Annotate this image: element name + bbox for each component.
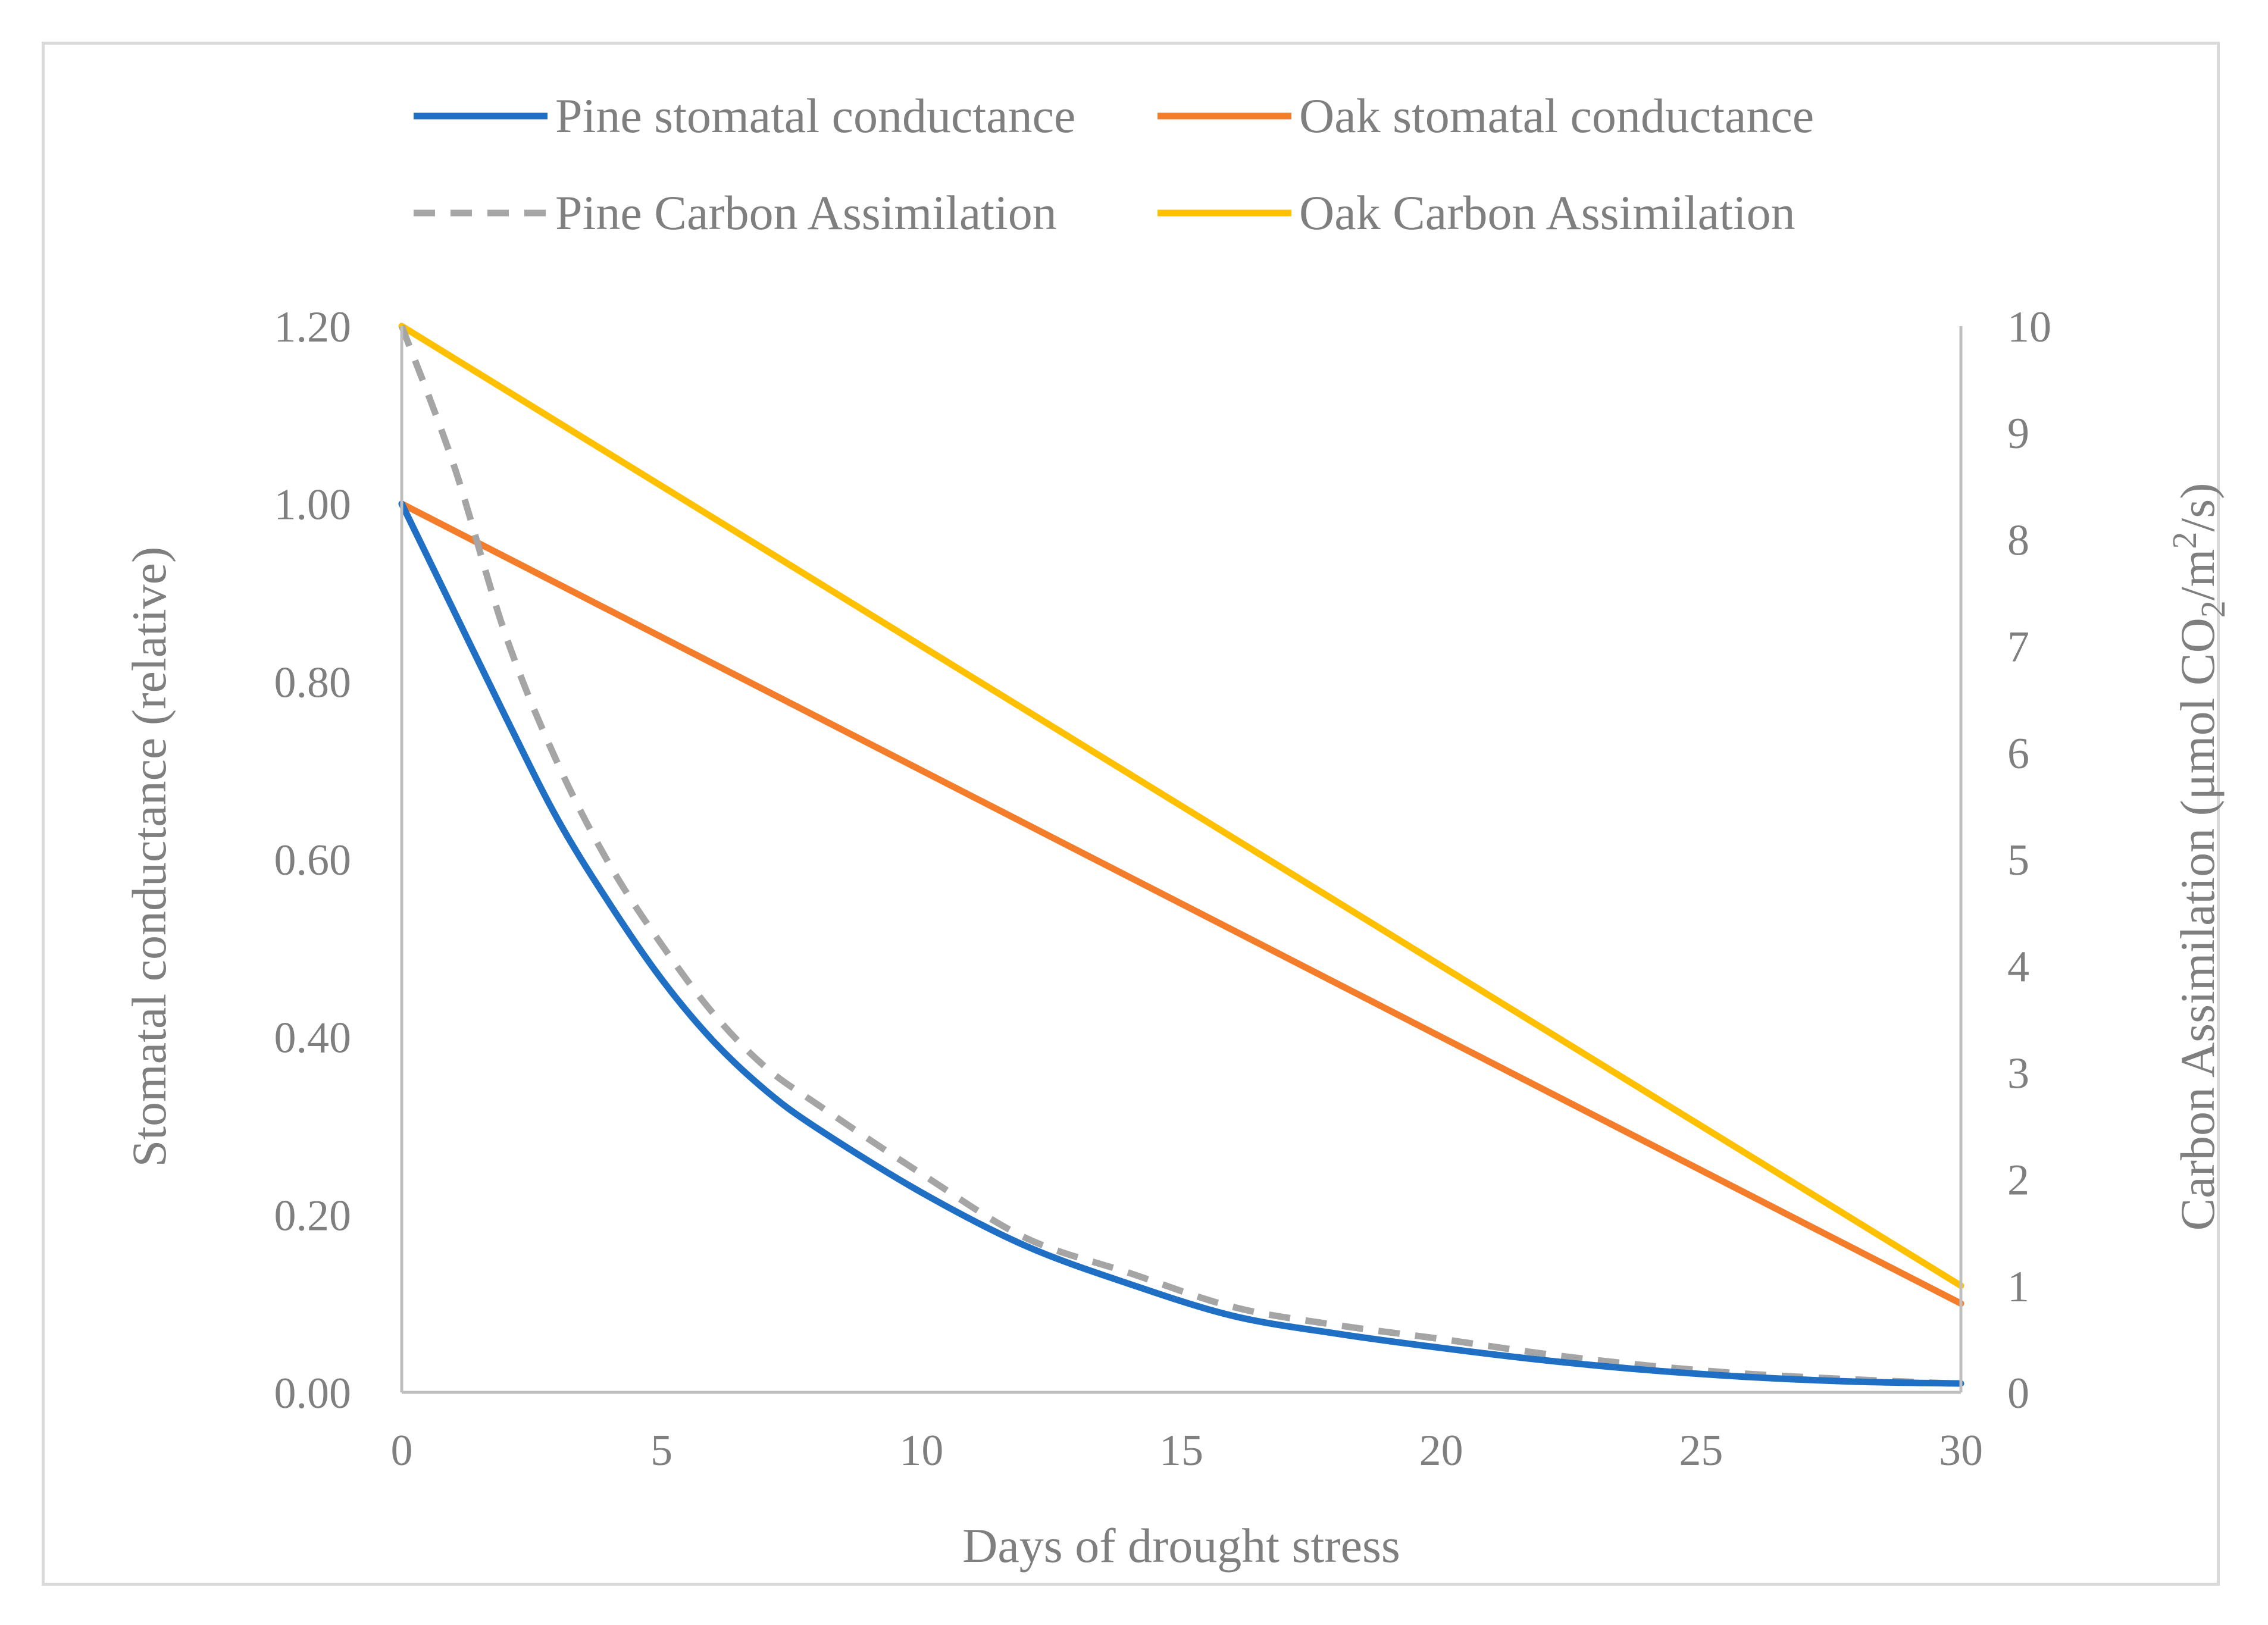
y2-tick-label: 5	[2007, 836, 2029, 885]
y-tick-label: 0.00	[274, 1369, 352, 1418]
y2-tick-label: 9	[2007, 409, 2029, 458]
ticks-layer: 0 5 10 15 20 25 300.000.200.400.600.801.001.20…	[274, 303, 2052, 1475]
y2-tick-label: 4	[2007, 943, 2029, 991]
y2-title-mid: /m	[2170, 549, 2225, 601]
y2-title-prefix: Carbon Assimilation (μmol CO	[2170, 618, 2225, 1231]
y-tick-label: 0.20	[274, 1191, 352, 1240]
y-tick-label: 0.60	[274, 836, 352, 885]
legend: Pine stomatal conductance Oak stomatal co…	[414, 89, 1814, 240]
y2-tick-label: 2	[2007, 1156, 2029, 1205]
y-tick-label: 0.80	[274, 658, 352, 707]
y-axis-title: Stomatal conductance (relative)	[122, 547, 176, 1167]
legend-label: Oak Carbon Assimilation	[1299, 186, 1795, 240]
legend-label: Pine Carbon Assimilation	[555, 186, 1057, 240]
x-tick-label: 10	[899, 1426, 943, 1475]
series-line-oak-carbon-assimilation	[398, 323, 1964, 1289]
y2-axis-title: Carbon Assimilation (μmol CO2/m2/s)	[2165, 483, 2232, 1231]
y2-tick-label: 7	[2007, 623, 2029, 672]
x-tick-label: 20	[1419, 1426, 1463, 1475]
y2-tick-label: 1	[2007, 1263, 2029, 1311]
x-axis-title: Days of drought stress	[962, 1518, 1400, 1573]
y2-tick-label: 10	[2007, 303, 2051, 352]
series-layer	[398, 323, 1964, 1388]
x-tick-label: 25	[1679, 1426, 1723, 1475]
legend-label: Pine stomatal conductance	[555, 89, 1075, 143]
y-tick-label: 1.00	[274, 481, 352, 530]
x-tick-label: 30	[1939, 1426, 1983, 1475]
y2-tick-label: 0	[2007, 1369, 2029, 1418]
axes-layer	[400, 326, 1963, 1394]
x-tick-label: 0	[391, 1426, 413, 1475]
y2-title-sup: 2	[2165, 532, 2204, 549]
chart-frame	[42, 42, 2220, 1586]
y2-tick-label: 8	[2007, 516, 2029, 565]
series-line-pine-carbon-assimilation	[398, 325, 1962, 1388]
y-tick-label: 1.20	[274, 303, 352, 352]
y2-title-sub: 2	[2194, 600, 2232, 618]
x-tick-label: 15	[1159, 1426, 1203, 1475]
series-line-pine-stomatal-conductance	[398, 500, 1964, 1387]
y2-title-suffix: /s)	[2170, 483, 2225, 532]
x-tick-label: 5	[650, 1426, 672, 1475]
y2-tick-label: 3	[2007, 1049, 2029, 1098]
series-line-oak-stomatal-conductance	[398, 500, 1964, 1307]
y-tick-label: 0.40	[274, 1014, 352, 1063]
y2-tick-label: 6	[2007, 729, 2029, 778]
legend-label: Oak stomatal conductance	[1299, 89, 1814, 143]
